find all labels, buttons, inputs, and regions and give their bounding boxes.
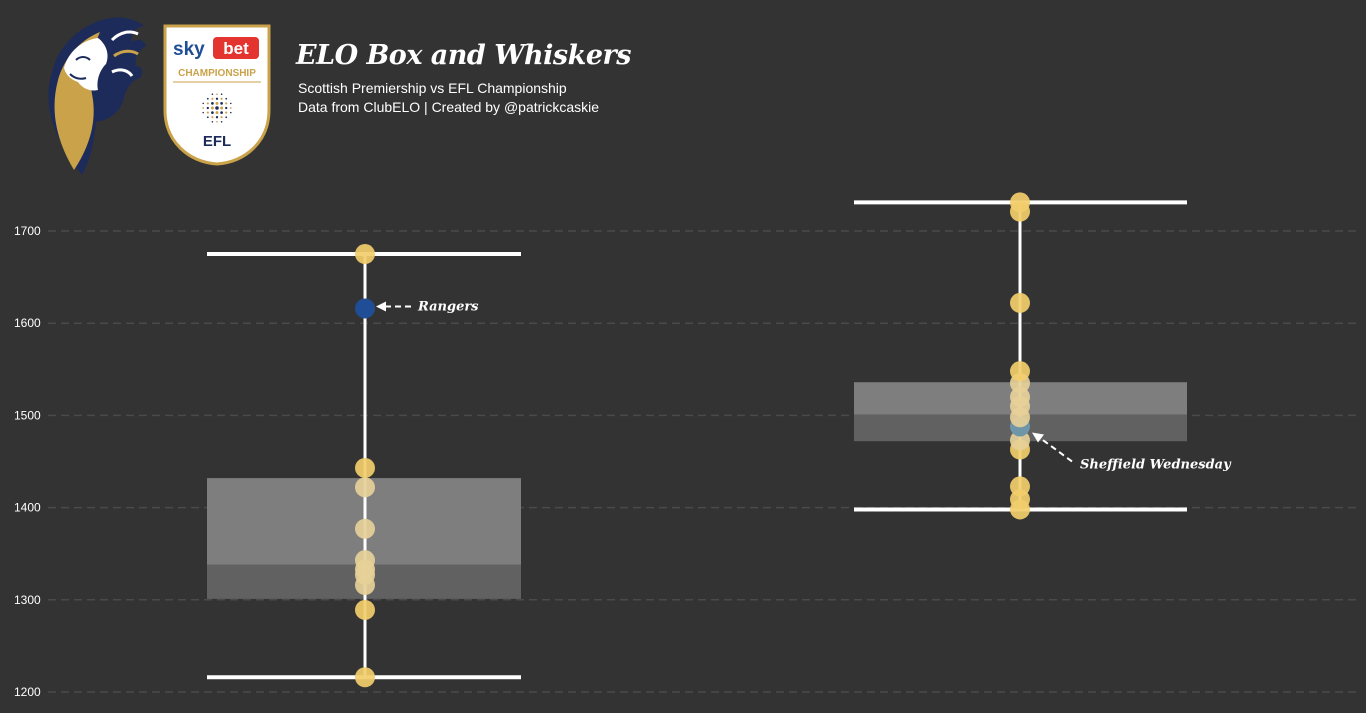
y-tick-label: 1300 [14, 593, 41, 607]
annotations: Rangers Sheffield Wednesday [376, 299, 1232, 472]
data-point [1010, 292, 1030, 313]
data-point [1010, 192, 1030, 213]
svg-text:CHAMPIONSHIP: CHAMPIONSHIP [178, 68, 256, 79]
grid-lines [48, 230, 1356, 693]
annotation-arrow [1037, 435, 1073, 463]
box-group [854, 192, 1187, 520]
annotation-label: Rangers [417, 299, 479, 314]
data-point [355, 599, 375, 620]
y-tick-label: 1400 [14, 501, 41, 515]
svg-text:EFL: EFL [203, 133, 231, 150]
data-point [355, 477, 375, 498]
data-point [355, 457, 375, 478]
chart-subtitle: Scottish Premiership vs EFL Championship [298, 80, 567, 96]
boxes [207, 192, 1187, 688]
svg-text:sky: sky [173, 39, 205, 60]
efl-ball-icon [202, 93, 232, 123]
data-point [1010, 476, 1030, 497]
chart-credit: Data from ClubELO | Created by @patrickc… [298, 99, 600, 115]
svg-text:bet: bet [223, 39, 249, 58]
data-point [355, 667, 375, 688]
box-group [207, 244, 521, 688]
y-tick-label: 1200 [14, 685, 41, 699]
data-point [1010, 386, 1030, 407]
data-point [355, 518, 375, 539]
data-point [355, 550, 375, 571]
data-point [1010, 361, 1030, 382]
chart-title: ELO Box and Whiskers [296, 40, 631, 71]
data-point [355, 244, 375, 265]
y-axis: 1200 1300 1400 1500 1600 1700 [14, 224, 41, 699]
y-tick-label: 1700 [14, 224, 41, 238]
annotation-arrowhead [1032, 432, 1044, 443]
y-tick-label: 1600 [14, 316, 41, 330]
highlight-point [355, 298, 375, 319]
spfl-lion-logo [48, 17, 146, 175]
efl-championship-logo: sky bet CHAMPIONSHIP EFL [163, 24, 271, 166]
data-point [1010, 430, 1030, 451]
annotation-arrowhead [376, 301, 386, 312]
y-tick-label: 1500 [14, 408, 41, 422]
annotation-label: Sheffield Wednesday [1080, 457, 1232, 472]
